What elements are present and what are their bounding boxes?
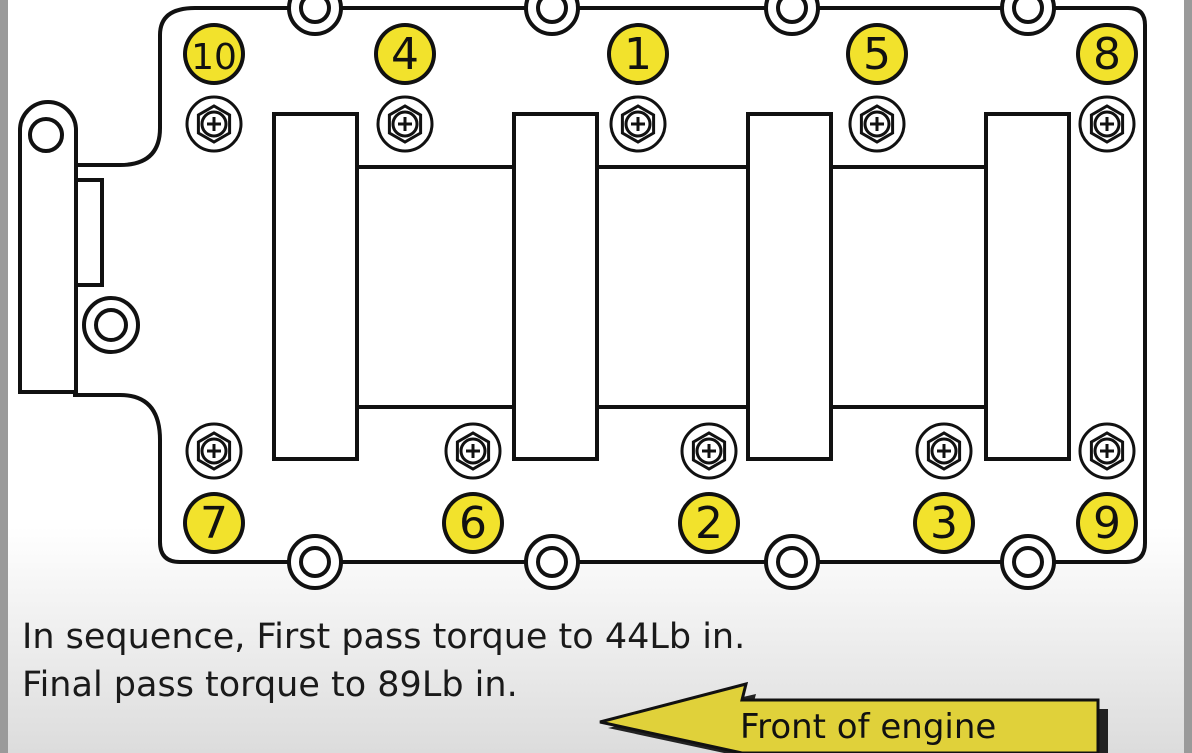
bolt-head — [609, 95, 667, 153]
bolt-head — [680, 422, 738, 480]
bolt-head — [376, 95, 434, 153]
front-of-engine-arrow: Front of engine — [599, 681, 1108, 753]
caption-line-1: In sequence, First pass torque to 44Lb i… — [22, 617, 746, 657]
sequence-number: 4 — [391, 29, 419, 80]
arrow-label: Front of engine — [740, 707, 996, 747]
sequence-number: 3 — [930, 498, 958, 549]
sequence-badge-5: 5 — [846, 23, 908, 85]
arrow-shape — [599, 681, 1100, 753]
sequence-number: 5 — [863, 29, 891, 80]
caption-line-2: Final pass torque to 89Lb in. — [22, 665, 518, 705]
bearing-cap — [746, 112, 833, 461]
bearing-cap — [272, 112, 359, 461]
sequence-number: 7 — [200, 498, 228, 549]
sequence-badge-2: 2 — [678, 492, 740, 554]
mounting-ear-top — [287, 0, 343, 36]
bolt-head — [444, 422, 502, 480]
sequence-badge-10: 10 — [183, 23, 245, 85]
left-edge-shadow — [0, 0, 8, 753]
sequence-badge-6: 6 — [442, 492, 504, 554]
mounting-ear-top — [524, 0, 580, 36]
sequence-number: 8 — [1093, 29, 1121, 80]
mounting-ear-bottom — [524, 534, 580, 590]
sequence-number: 6 — [459, 498, 487, 549]
bolt-head — [848, 95, 906, 153]
mounting-ear-bottom — [764, 534, 820, 590]
sequence-number: 10 — [191, 37, 237, 78]
sequence-badge-4: 4 — [374, 23, 436, 85]
bearing-web — [338, 165, 1012, 409]
side-bracket — [18, 100, 104, 394]
bearing-cap — [984, 112, 1071, 461]
bracket-holes — [28, 117, 140, 354]
bolt-head — [1078, 422, 1136, 480]
sequence-badge-8: 8 — [1076, 23, 1138, 85]
sequence-badge-9: 9 — [1076, 492, 1138, 554]
sequence-number: 9 — [1093, 498, 1121, 549]
bolt-head — [185, 422, 243, 480]
right-edge-shadow — [1184, 0, 1192, 753]
bolt-head — [185, 95, 243, 153]
bolt-head — [1078, 95, 1136, 153]
sequence-badge-1: 1 — [607, 23, 669, 85]
sequence-badge-3: 3 — [913, 492, 975, 554]
sequence-number: 2 — [695, 498, 723, 549]
sequence-badge-7: 7 — [183, 492, 245, 554]
bolt-head — [915, 422, 973, 480]
mounting-ear-top — [764, 0, 820, 36]
bearing-cap — [512, 112, 599, 461]
mounting-ear-top — [1000, 0, 1056, 36]
mounting-ear-bottom — [287, 534, 343, 590]
mounting-ear-bottom — [1000, 534, 1056, 590]
sequence-number: 1 — [624, 29, 652, 80]
